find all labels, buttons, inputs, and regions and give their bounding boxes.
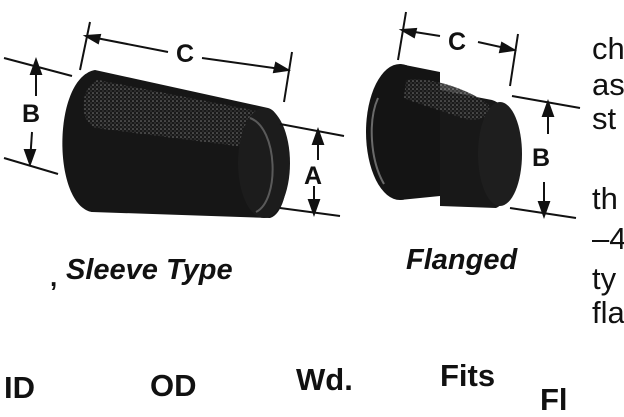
flanged-bushing [366,64,522,208]
sleeve-dimension-a [279,123,345,217]
side-text-line: th [592,181,618,216]
sleeve-dimension-c [79,21,293,103]
flanged-dimension-b [509,95,581,219]
sleeve-dimension-b [3,57,73,175]
column-header-id: ID [4,370,35,405]
column-header-fits: Fits [440,358,496,393]
sleeve-dim-c-label: C [176,40,195,68]
sleeve-bushing [62,70,290,218]
side-text-line: ch [592,31,624,66]
side-text-line: fla [592,295,624,330]
flanged-dim-c-label: C [448,28,467,56]
flanged-dimension-c [397,11,519,87]
sleeve-dim-b-label: B [22,100,41,128]
flanged-dim-b-label: B [532,144,551,172]
stray-mark: , [50,262,58,292]
sleeve-dim-a-label: A [304,162,323,190]
column-header-width: Wd. [296,362,353,397]
sleeve-caption: Sleeve Type [66,254,233,286]
product-illustration [3,11,581,219]
column-header-od: OD [150,368,197,403]
side-text-line: st [592,101,617,136]
side-text-line: ty [592,261,617,296]
side-text-line: –4 [592,221,624,256]
side-text-line: as [592,67,624,102]
flanged-caption: Flanged [406,244,518,276]
